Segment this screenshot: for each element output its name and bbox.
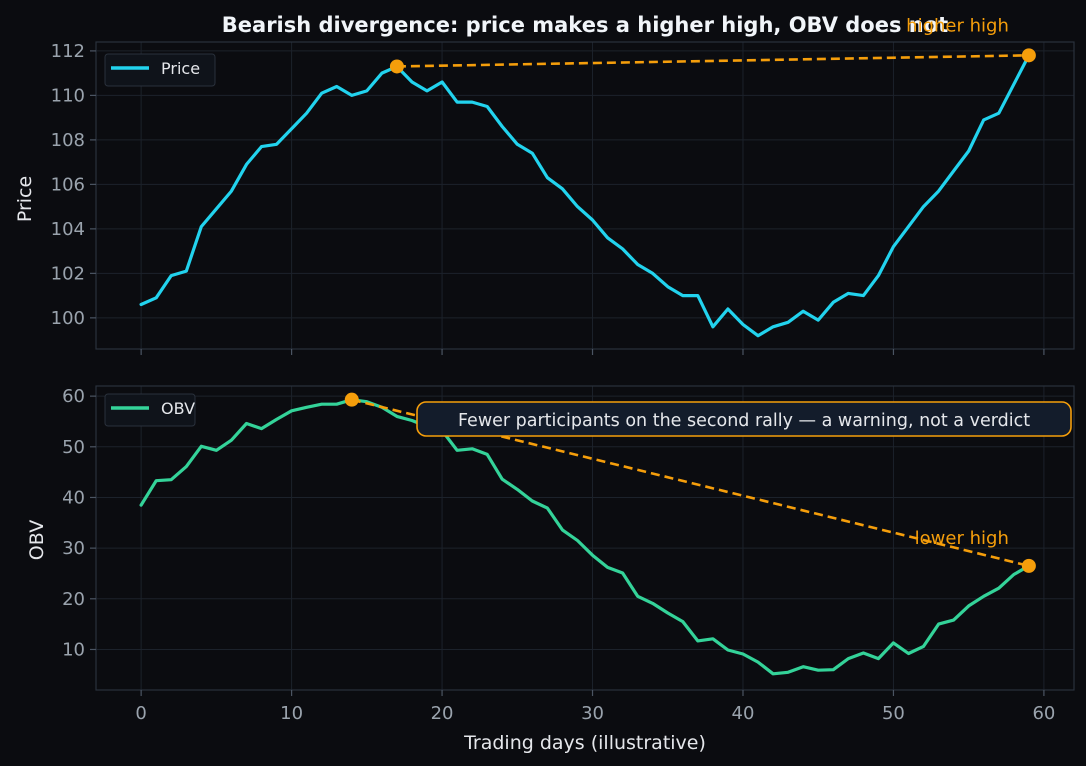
warning-callout-text: Fewer participants on the second rally —…: [458, 411, 1030, 431]
obv-panel: 10 20 30 40 50 60 0 10 20 30 40 50 60 OBV lower high Fe…: [62, 385, 1075, 724]
obv-x-tick-label: 40: [732, 703, 755, 724]
obv-x-tick-label: 20: [431, 703, 454, 724]
higher-high-label: higher high: [906, 15, 1009, 36]
obv-y-tick-label: 20: [62, 589, 85, 610]
obv-series-line: [139, 398, 1031, 676]
x-axis-label: Trading days (illustrative): [463, 732, 706, 754]
price-axes-frame: [95, 41, 1075, 350]
obv-peak-marker: [1021, 558, 1036, 573]
price-y-tick-label: 102: [51, 263, 85, 284]
price-legend: Price: [104, 53, 216, 87]
lower-high-label: lower high: [915, 528, 1009, 549]
obv-x-tick-label: 0: [135, 703, 146, 724]
obv-legend-box: [104, 393, 196, 427]
obv-x-tick-label: 10: [280, 703, 303, 724]
price-legend-label: Price: [161, 59, 200, 78]
price-legend-box: [104, 53, 216, 87]
price-panel: 100 102 104 106 108 110 112 Price higher high: [51, 15, 1075, 355]
price-peak-marker: [1021, 48, 1036, 63]
warning-callout: Fewer participants on the second rally —…: [416, 401, 1072, 437]
obv-y-tick-label: 30: [62, 538, 85, 559]
price-plot-area: [96, 42, 1074, 349]
obv-x-tick-label: 60: [1032, 703, 1055, 724]
price-y-tick-label: 100: [51, 308, 85, 329]
obv-x-tick-label: 30: [581, 703, 604, 724]
obv-legend: OBV: [104, 393, 196, 427]
obv-y-axis-label: OBV: [26, 520, 48, 560]
obv-y-tick-label: 10: [62, 639, 85, 660]
figure-title: Bearish divergence: price makes a higher…: [222, 13, 948, 37]
obv-y-tick-label: 50: [62, 437, 85, 458]
obv-axes-frame: [95, 385, 1075, 691]
price-y-tick-label: 112: [51, 41, 85, 62]
price-y-tick-label: 104: [51, 219, 85, 240]
obv-x-tick-label: 50: [882, 703, 905, 724]
obv-y-tick-label: 60: [62, 386, 85, 407]
price-y-tick-label: 106: [51, 174, 85, 195]
price-divergence-line: [396, 54, 1029, 68]
obv-peak-marker: [344, 392, 359, 407]
price-y-axis-label: Price: [14, 176, 36, 222]
price-series-line: [139, 53, 1031, 338]
obv-legend-label: OBV: [161, 399, 195, 418]
obv-y-tick-label: 40: [62, 487, 85, 508]
warning-callout-box: [416, 401, 1072, 437]
price-peak-marker: [389, 59, 404, 74]
price-y-tick-label: 110: [51, 85, 85, 106]
price-y-tick-label: 108: [51, 130, 85, 151]
